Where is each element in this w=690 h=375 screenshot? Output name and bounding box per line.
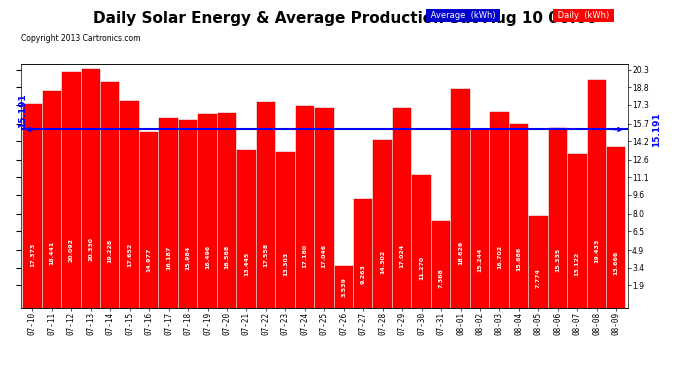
Text: 15.244: 15.244 — [477, 248, 482, 272]
Bar — [43, 92, 61, 308]
Bar — [295, 106, 314, 307]
Text: 17.373: 17.373 — [30, 243, 35, 267]
Bar — [490, 112, 509, 308]
Text: Average  (kWh): Average (kWh) — [428, 11, 498, 20]
Text: 15.984: 15.984 — [186, 246, 190, 270]
Bar — [198, 114, 217, 308]
Bar — [159, 118, 178, 308]
Text: 14.302: 14.302 — [380, 250, 385, 274]
Bar — [373, 140, 392, 308]
Text: 13.303: 13.303 — [283, 252, 288, 276]
Bar — [413, 176, 431, 308]
Text: Daily Solar Energy & Average Production Sat Aug 10 06:00: Daily Solar Energy & Average Production … — [93, 11, 597, 26]
Bar — [218, 113, 236, 308]
Bar — [121, 100, 139, 308]
Bar — [549, 128, 567, 308]
Bar — [607, 147, 625, 308]
Bar — [432, 221, 451, 308]
Text: 3.539: 3.539 — [342, 277, 346, 297]
Bar — [529, 216, 548, 308]
Text: 20.330: 20.330 — [88, 237, 93, 261]
Text: 16.496: 16.496 — [205, 245, 210, 269]
Text: 13.445: 13.445 — [244, 251, 249, 276]
Bar — [237, 150, 256, 308]
Text: 16.568: 16.568 — [224, 245, 230, 269]
Text: 7.368: 7.368 — [439, 268, 444, 288]
Text: 19.228: 19.228 — [108, 239, 112, 263]
Bar — [257, 102, 275, 308]
Text: 18.626: 18.626 — [458, 240, 463, 265]
Text: 15.686: 15.686 — [516, 247, 522, 271]
Bar — [335, 266, 353, 308]
Bar — [471, 129, 489, 308]
Bar — [81, 69, 100, 308]
Text: 17.180: 17.180 — [302, 244, 307, 268]
Bar — [451, 89, 470, 308]
Bar — [587, 80, 606, 308]
Bar — [568, 154, 586, 308]
Text: 13.122: 13.122 — [575, 252, 580, 276]
Bar — [62, 72, 81, 308]
Text: 15.191: 15.191 — [652, 112, 661, 147]
Text: 13.666: 13.666 — [613, 251, 619, 275]
Bar — [354, 199, 373, 308]
Bar — [179, 120, 197, 308]
Text: 17.558: 17.558 — [264, 243, 268, 267]
Text: 17.046: 17.046 — [322, 244, 327, 268]
Text: 14.977: 14.977 — [147, 248, 152, 272]
Text: 16.187: 16.187 — [166, 246, 171, 270]
Bar — [276, 152, 295, 308]
Text: Copyright 2013 Cartronics.com: Copyright 2013 Cartronics.com — [21, 34, 140, 43]
Text: 20.092: 20.092 — [69, 238, 74, 262]
Bar — [315, 108, 333, 307]
Bar — [393, 108, 411, 308]
Bar — [140, 132, 159, 308]
Text: 19.433: 19.433 — [594, 239, 599, 263]
Bar — [23, 104, 41, 308]
Bar — [510, 124, 528, 308]
Text: 15.191: 15.191 — [18, 93, 27, 128]
Text: 17.652: 17.652 — [127, 243, 132, 267]
Text: 17.024: 17.024 — [400, 244, 404, 268]
Text: 18.441: 18.441 — [50, 241, 55, 265]
Text: 9.263: 9.263 — [361, 265, 366, 285]
Text: Daily  (kWh): Daily (kWh) — [555, 11, 612, 20]
Text: 7.774: 7.774 — [536, 268, 541, 288]
Text: 11.270: 11.270 — [419, 256, 424, 280]
Text: 16.702: 16.702 — [497, 244, 502, 269]
Text: 15.335: 15.335 — [555, 248, 560, 272]
Bar — [101, 82, 119, 308]
